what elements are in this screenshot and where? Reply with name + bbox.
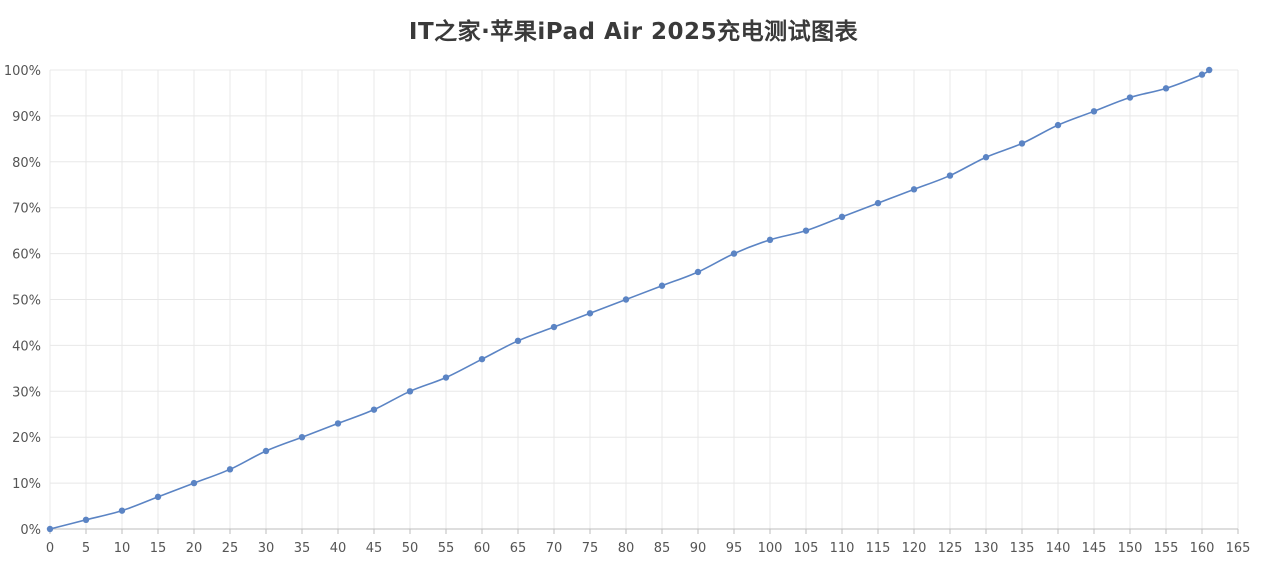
x-tick-label: 135 [1010,541,1035,556]
x-tick-label: 150 [1118,541,1143,556]
data-point [514,337,522,345]
data-point [1054,121,1062,129]
data-point [46,525,54,533]
x-tick-label: 30 [258,541,275,556]
x-tick-label: 40 [330,541,347,556]
data-point [334,420,342,427]
data-point [766,236,774,244]
x-tick-label: 130 [974,541,999,556]
y-tick-label: 30% [12,385,41,400]
data-point [838,213,846,221]
data-point [586,310,594,317]
data-point [1090,108,1098,115]
x-tick-label: 120 [902,541,927,556]
data-point [154,493,162,501]
axes: 0 5 10 15 20 25 30 35 40 45 50 55 60 65 70 75 80 85 90 95 10… [4,64,1251,556]
data-point [478,355,486,363]
grid [49,69,1239,530]
x-tick-label: 20 [186,541,203,556]
data-point [658,282,666,289]
y-tick-label: 70% [12,202,41,217]
x-tick-label: 100 [758,541,783,556]
y-tick-label: 40% [12,339,41,354]
x-tick-label: 115 [866,541,891,556]
x-tick-label: 85 [654,541,671,556]
data-point [622,296,630,303]
y-tick-label: 80% [12,156,41,171]
x-tick-label: 0 [46,541,54,556]
x-tick-label: 165 [1226,541,1251,556]
data-point [910,186,918,193]
data-point [694,268,702,276]
x-tick-label: 140 [1046,541,1071,556]
data-point [982,154,990,161]
data-point [550,323,558,331]
x-tick-label: 160 [1190,541,1215,556]
x-tick-label: 145 [1082,541,1107,556]
data-point [946,172,954,179]
y-tick-label: 10% [12,477,41,492]
data-point [370,406,378,413]
x-tick-label: 35 [294,541,311,556]
x-tick-label: 75 [582,541,599,556]
y-tick-label: 90% [12,110,41,125]
x-tick-label: 45 [366,541,383,556]
x-tick-label: 5 [82,541,90,556]
x-tick-label: 10 [114,541,131,556]
x-tick-label: 50 [402,541,419,556]
x-tick-label: 155 [1154,541,1179,556]
y-tick-label: 100% [4,64,41,79]
data-point [1018,140,1026,147]
x-tick-label: 15 [150,541,167,556]
data-point [1206,66,1213,74]
x-tick-label: 60 [474,541,491,556]
data-point [406,388,414,395]
data-point [1126,94,1134,101]
data-point [262,447,270,455]
series-line-0 [49,69,1210,530]
data-point [118,507,126,514]
chart-title: IT之家·苹果iPad Air 2025充电测试图表 [408,19,859,45]
y-tick-label: 20% [12,431,41,446]
x-tick-label: 55 [438,541,455,556]
x-tick-label: 95 [726,541,743,556]
data-point [82,516,90,524]
x-tick-label: 90 [690,541,707,556]
y-tick-label: 60% [12,248,41,263]
x-tick-label: 110 [830,541,855,556]
y-tick-label: 50% [12,294,41,309]
series-layer [49,69,1210,530]
x-tick-label: 70 [546,541,563,556]
x-tick-label: 125 [938,541,963,556]
data-point [802,227,810,234]
data-point [226,466,234,473]
x-tick-label: 105 [794,541,819,556]
x-tick-label: 80 [618,541,635,556]
data-point [190,479,198,487]
x-tick-label: 25 [222,541,239,556]
data-point [874,199,882,207]
y-tick-label: 0% [20,523,41,538]
data-point [298,434,306,441]
points-layer [46,66,1213,533]
data-point [442,374,450,381]
x-tick-label: 65 [510,541,527,556]
data-point [1162,85,1170,92]
data-point [730,250,738,257]
data-point [1198,71,1206,78]
